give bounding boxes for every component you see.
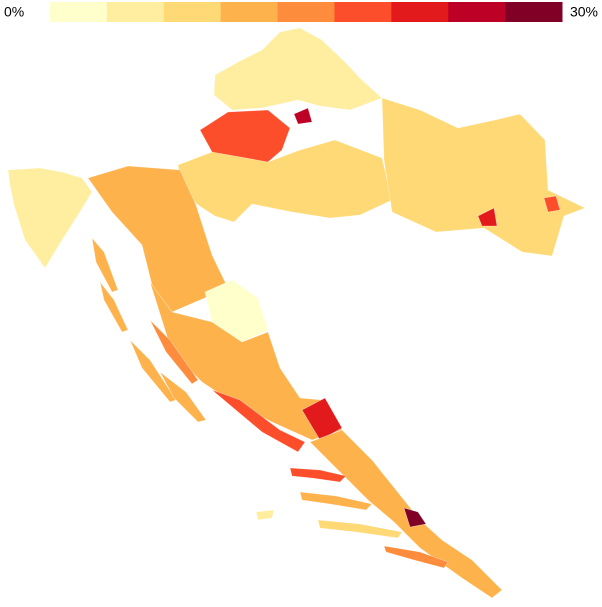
region	[159, 371, 207, 423]
legend-swatch	[163, 2, 222, 22]
region	[99, 281, 129, 333]
region	[543, 195, 561, 213]
legend-swatch	[505, 2, 563, 22]
legend-swatch	[277, 2, 335, 22]
legend-swatch	[220, 2, 279, 22]
region	[129, 339, 177, 403]
region	[301, 397, 343, 441]
region	[293, 107, 313, 125]
legend-swatch	[106, 2, 165, 22]
region	[177, 139, 393, 223]
region	[211, 389, 306, 453]
region	[317, 519, 403, 539]
legend-max-label: 30%	[570, 4, 598, 20]
region	[7, 167, 93, 269]
region	[289, 467, 347, 483]
region	[383, 545, 449, 569]
regions	[7, 27, 586, 599]
region	[91, 236, 119, 293]
region	[149, 319, 199, 385]
region	[213, 27, 383, 111]
legend-swatch	[391, 2, 449, 22]
legend	[50, 2, 563, 22]
legend-swatch	[334, 2, 392, 22]
region	[477, 207, 498, 227]
region	[299, 491, 373, 511]
region	[403, 507, 427, 528]
region	[255, 509, 275, 521]
region	[381, 97, 586, 257]
legend-swatch	[448, 2, 506, 22]
legend-min-label: 0%	[4, 4, 24, 20]
legend-swatch	[50, 2, 108, 22]
